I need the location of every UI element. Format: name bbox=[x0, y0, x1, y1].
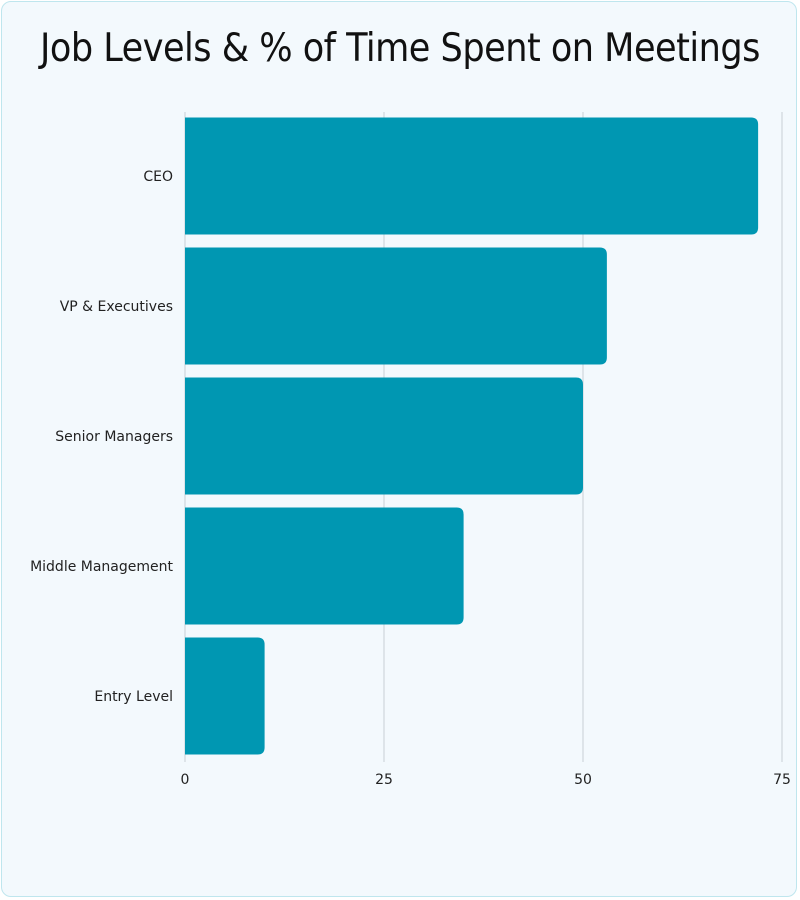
x-tick-label: 25 bbox=[375, 772, 393, 788]
bar-vp-executives bbox=[185, 247, 607, 365]
y-category-label: Senior Managers bbox=[55, 429, 173, 445]
y-category-label: CEO bbox=[143, 169, 173, 185]
x-tick-label: 0 bbox=[181, 772, 190, 788]
x-tick-label: 50 bbox=[574, 772, 592, 788]
y-category-label: VP & Executives bbox=[60, 299, 173, 315]
chart-title: Job Levels & % of Time Spent on Meetings bbox=[40, 26, 760, 71]
x-tick-label: 75 bbox=[773, 772, 791, 788]
y-category-label: Middle Management bbox=[30, 559, 173, 575]
bar-middle-management bbox=[185, 507, 464, 625]
y-category-label: Entry Level bbox=[94, 689, 173, 705]
bar-entry-level bbox=[185, 637, 265, 755]
bar-senior-managers bbox=[185, 377, 583, 495]
bar-ceo bbox=[185, 117, 759, 235]
